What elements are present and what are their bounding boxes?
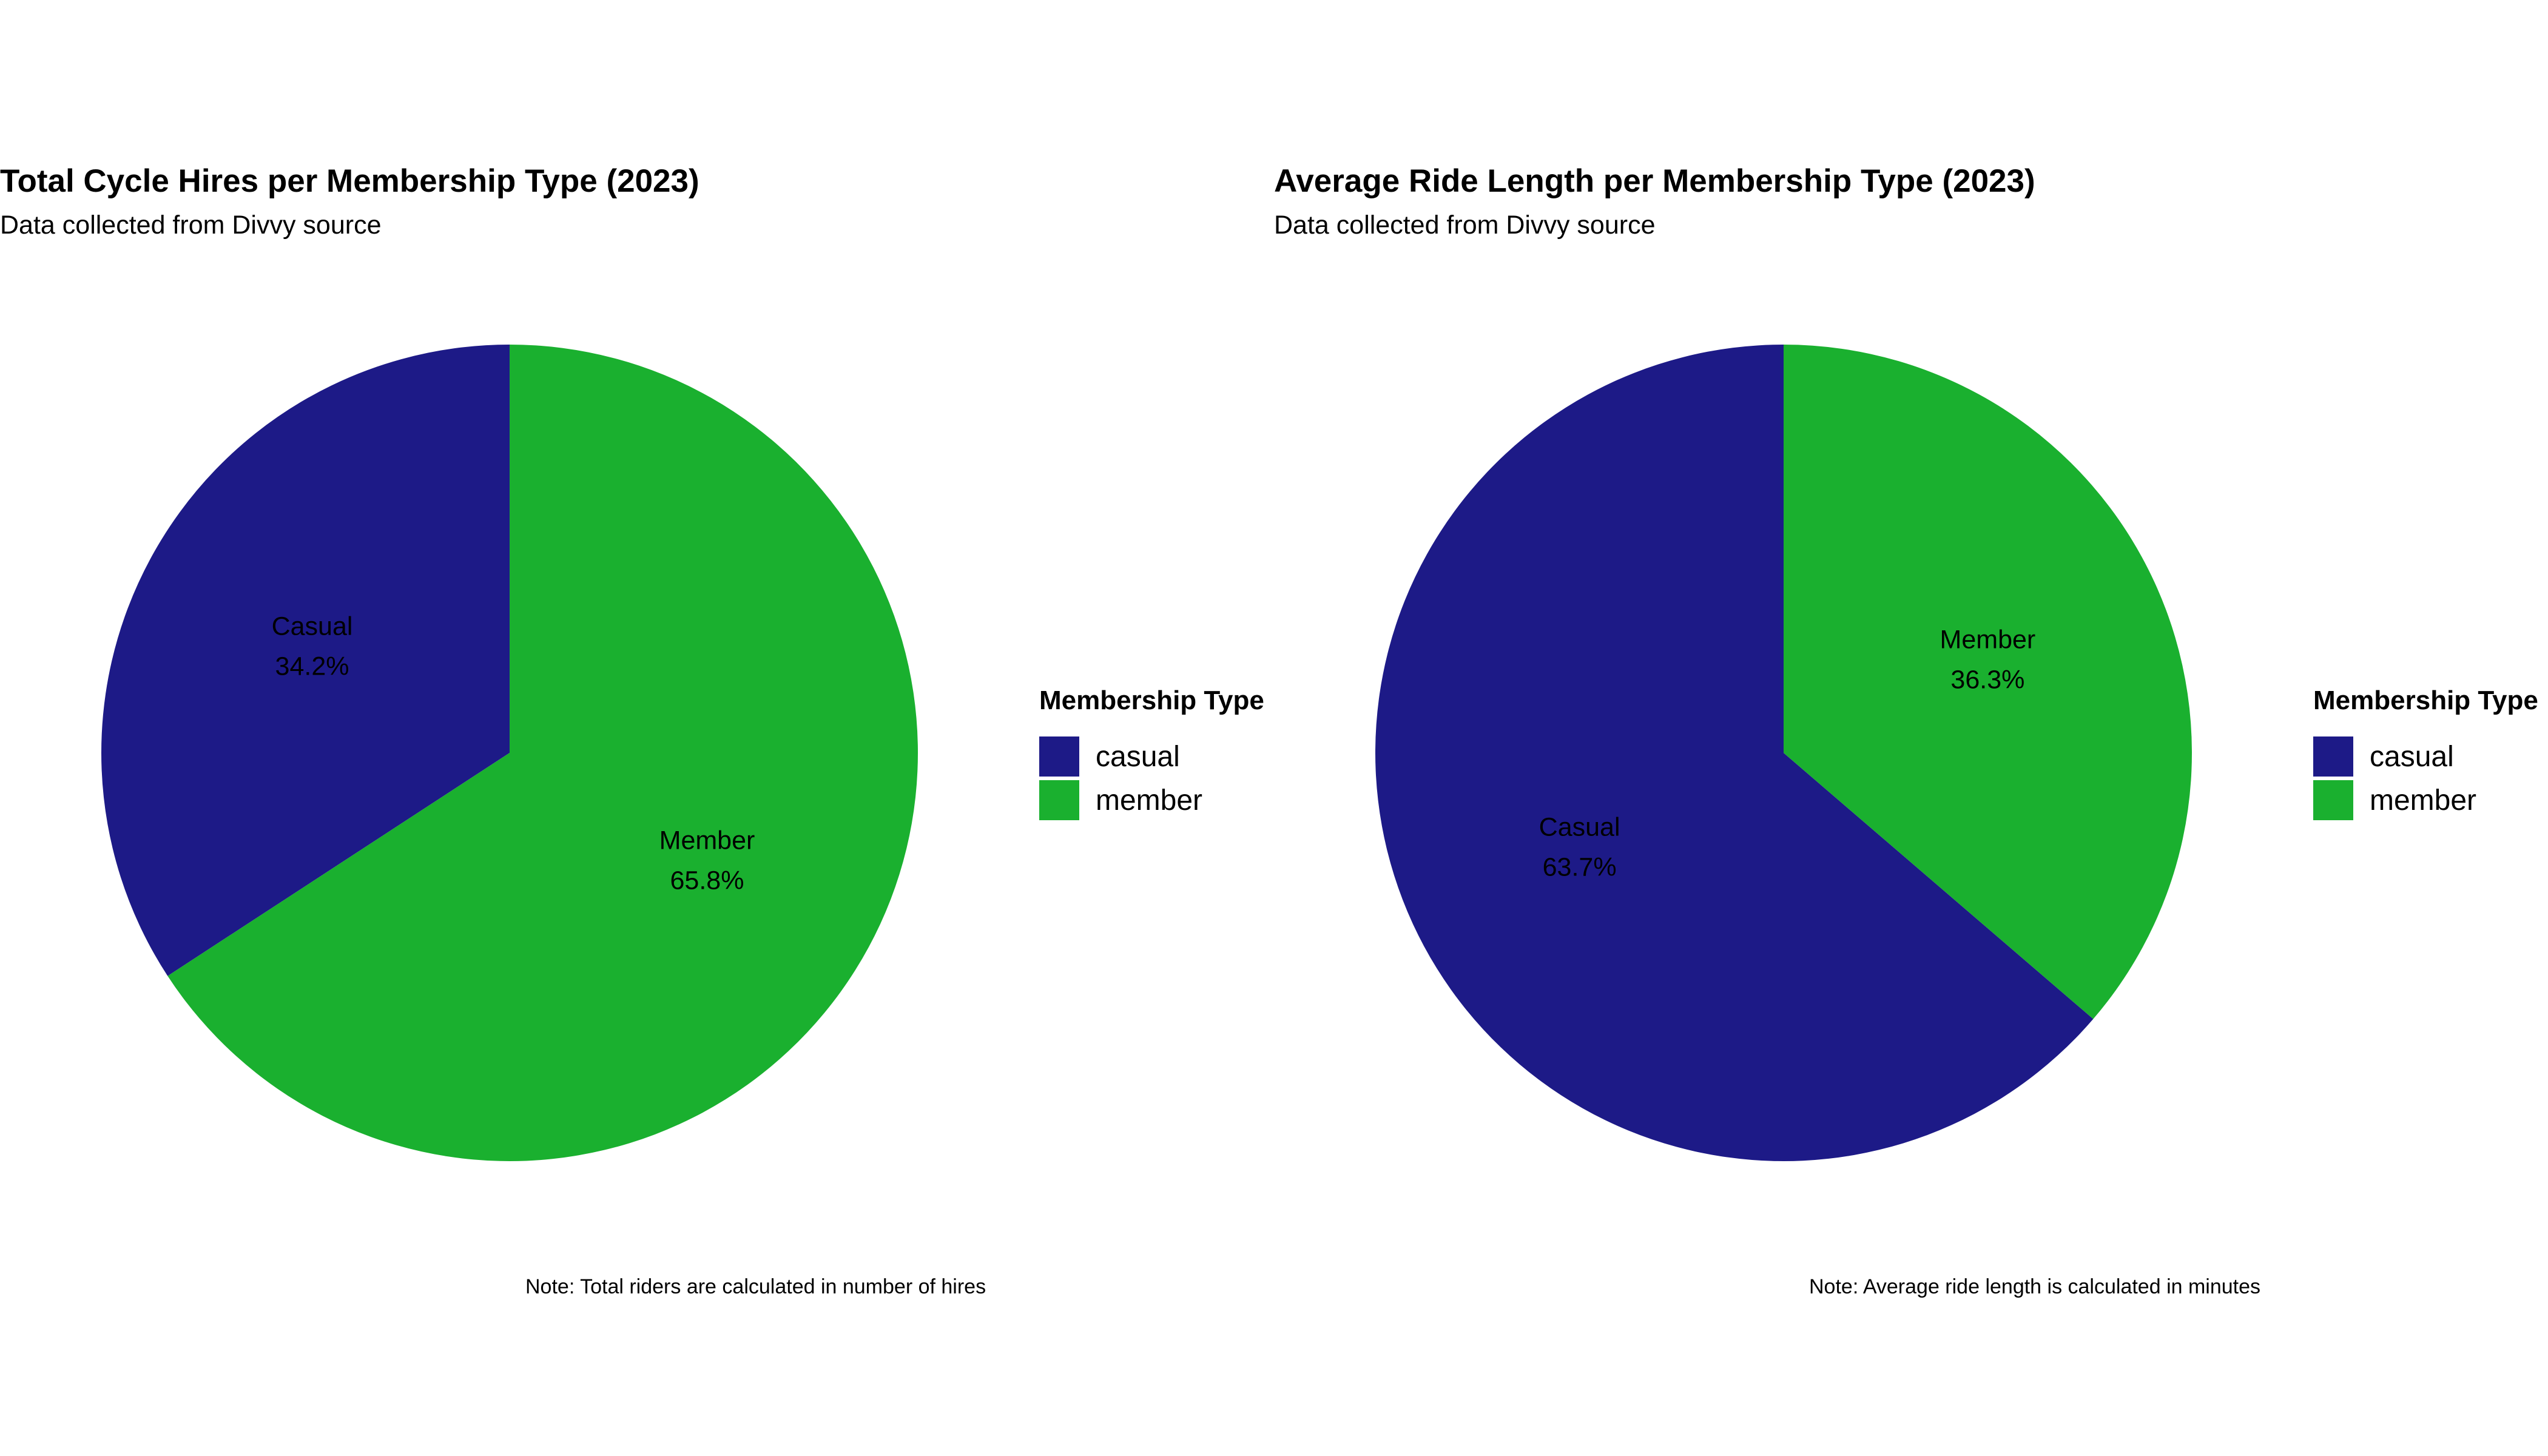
legend-swatch-member (2313, 780, 2353, 820)
chart-title: Total Cycle Hires per Membership Type (2… (0, 163, 699, 199)
legend-label-member: member (2370, 784, 2477, 817)
slice-label-casual: Casual (272, 612, 353, 641)
chart-panel-average-ride-length: Casual 63.7% Member 36.3% Average Ride Leng… (1274, 0, 2548, 1456)
slice-label-casual: Casual (1539, 812, 1620, 841)
pie-slice-member (1784, 345, 2192, 1019)
chart-note: Note: Total riders are calculated in num… (525, 1275, 986, 1298)
pie-slice-casual (101, 345, 510, 976)
pie-chart-average-ride-length: Casual 63.7% Member 36.3% (1375, 345, 2192, 1161)
slice-percent-casual: 34.2% (275, 652, 349, 681)
chart-note: Note: Average ride length is calculated … (1809, 1275, 2261, 1298)
chart-subtitle: Data collected from Divvy source (1274, 211, 1656, 240)
legend: Membership Type casual member (1039, 687, 1264, 822)
legend-item-member: member (1039, 778, 1264, 822)
chart-subtitle: Data collected from Divvy source (0, 211, 382, 240)
slice-percent-member: 36.3% (1950, 666, 2024, 695)
legend-label-casual: casual (2370, 740, 2454, 773)
legend-item-casual: casual (1039, 735, 1264, 778)
pie-slice-casual (1375, 345, 2094, 1161)
legend-title: Membership Type (1039, 686, 1264, 715)
slice-percent-member: 65.8% (670, 866, 744, 895)
legend-title: Membership Type (2313, 686, 2538, 715)
legend-item-member: member (2313, 778, 2538, 822)
slice-label-member: Member (1940, 625, 2036, 655)
legend-swatch-member (1039, 780, 1079, 820)
legend-swatch-casual (1039, 736, 1079, 777)
slice-percent-casual: 63.7% (1543, 852, 1617, 881)
chart-title: Average Ride Length per Membership Type … (1274, 163, 2035, 199)
legend-label-member: member (1096, 784, 1203, 817)
chart-panel-total-hires: Casual 34.2% Member 65.8% Total Cycle Hires… (0, 163, 1264, 1298)
slice-label-member: Member (659, 826, 755, 855)
legend-label-casual: casual (1096, 740, 1180, 773)
legend-swatch-casual (2313, 736, 2353, 777)
legend: Membership Type casual member (2313, 687, 2538, 822)
pie-slice-member (167, 345, 918, 1161)
pie-chart-total-hires: Casual 34.2% Member 65.8% (101, 345, 918, 1161)
legend-item-casual: casual (2313, 735, 2538, 778)
